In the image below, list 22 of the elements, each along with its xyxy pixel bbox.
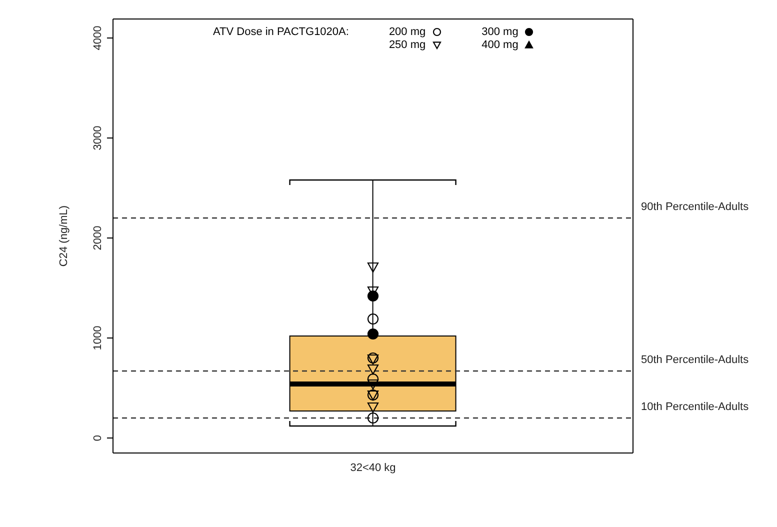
point	[367, 364, 379, 375]
point	[367, 328, 379, 340]
y-tick-label: 4000	[92, 26, 104, 50]
point	[367, 412, 379, 424]
point	[367, 262, 379, 273]
y-tick-label: 2000	[92, 226, 104, 250]
y-axis-title: C24 (ng/mL)	[58, 205, 70, 267]
legend-label: 400 mg	[482, 39, 518, 51]
ref-line-label: 90th Percentile-Adults	[641, 201, 750, 213]
point	[367, 313, 379, 325]
y-tick-label: 1000	[92, 326, 104, 350]
legend-label: 250 mg	[388, 39, 426, 51]
legend-title: ATV Dose in PACTG1020A:	[213, 26, 349, 40]
ref-line-label: 10th Percentile-Adults	[641, 401, 750, 413]
ref-line-label: 50th Percentile-Adults	[641, 354, 750, 366]
point	[367, 402, 379, 413]
legend-label: 300 mg	[482, 26, 518, 38]
x-tick-label: 32<40 kg	[350, 462, 396, 474]
point	[367, 290, 379, 302]
y-tick-label: 0	[92, 434, 104, 442]
legend-label: 200 mg	[388, 26, 426, 38]
y-tick-label: 3000	[92, 126, 104, 150]
